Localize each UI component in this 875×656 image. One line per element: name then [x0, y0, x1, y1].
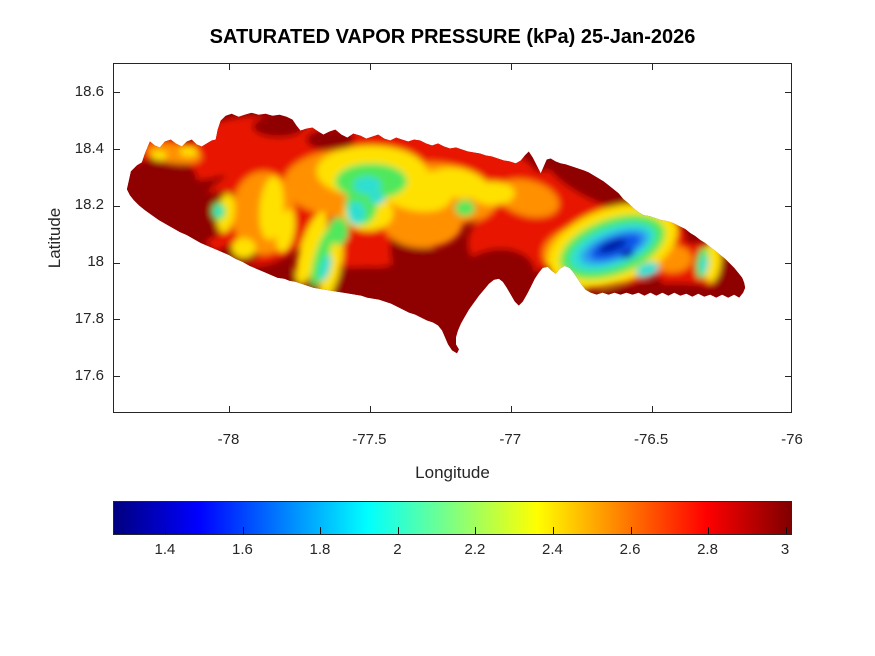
x-axis-label: Longitude [415, 463, 490, 482]
contour-blob-cyan [319, 254, 332, 282]
y-tick-mark [114, 92, 120, 94]
colorbar-tick-mark [242, 527, 244, 534]
x-tick-label: -78 [217, 431, 240, 448]
y-tick-mark [114, 319, 120, 321]
contour-blob-cyan [214, 206, 223, 217]
contour-blob-yellow [295, 211, 328, 285]
colorbar-tick-label: 1.4 [154, 541, 176, 558]
contour-blob-yellow [231, 238, 256, 258]
x-tick-mark-top [651, 64, 653, 70]
contour-blob-darkred [252, 115, 305, 138]
x-tick-label: -76.5 [634, 431, 669, 448]
x-tick-label: -77.5 [352, 431, 387, 448]
y-tick-label: 18 [87, 253, 104, 271]
y-tick-label: 17.8 [74, 309, 104, 327]
contour-blob-yellow [319, 237, 343, 300]
contour-blob-green [310, 229, 333, 287]
y-tick-mark-right [785, 319, 791, 321]
island-contour-fill [126, 112, 746, 354]
contour-blob-green [454, 200, 475, 217]
colorbar-tick-label: 2.6 [619, 541, 641, 558]
y-tick-mark-right [785, 376, 791, 378]
colorbar-tick-mark [630, 527, 632, 534]
contour-blob-cyan [369, 192, 386, 205]
x-tick-mark [369, 406, 371, 412]
contour-blob-yellow [150, 150, 167, 161]
colorbar-tick-label: 2.4 [542, 541, 563, 558]
x-tick-mark-top [369, 64, 371, 70]
contour-blob-darkblue [598, 238, 627, 254]
colorbar-tick-label: 2.2 [464, 541, 486, 558]
plot-area [113, 63, 792, 413]
colorbar-tick-mark [708, 527, 709, 534]
contour-blob-darkred [456, 248, 536, 306]
y-tick-mark-right [785, 149, 791, 151]
colorbar-tick-label: 2.8 [697, 541, 718, 558]
contour-blob-green [328, 217, 349, 245]
y-tick-mark [114, 205, 120, 207]
x-tick-mark [792, 406, 793, 412]
contour-blob-darkred [547, 160, 634, 211]
y-tick-mark [114, 262, 120, 264]
contour-blob-darkblue [620, 249, 635, 259]
x-tick-mark [651, 406, 653, 412]
contour-blob-cyan [635, 262, 659, 278]
contour-blob-cyan [347, 201, 366, 226]
contour-blob-darkred [527, 277, 588, 304]
contour-blob-darkred [306, 128, 355, 151]
x-tick-mark-top [510, 64, 512, 70]
colorbar-tick-label: 1.8 [309, 541, 331, 558]
x-tick-mark-top [229, 64, 230, 70]
y-tick-mark [114, 149, 120, 151]
colorbar-tick-mark [397, 527, 399, 534]
y-tick-mark-right [785, 92, 791, 94]
contour-blob-orange [383, 198, 463, 248]
colorbar-tick-mark [552, 527, 554, 534]
colorbar-tick-mark [475, 527, 477, 534]
plot-title: SATURATED VAPOR PRESSURE (kPa) 25-Jan-20… [209, 26, 696, 48]
contour-blobs [126, 115, 746, 327]
jamaica-contour-map [126, 112, 746, 354]
colorbar-tick-label: 2 [393, 541, 402, 558]
colorbar-tick-mark [785, 527, 787, 534]
y-tick-mark-right [785, 262, 791, 264]
x-tick-mark [229, 406, 230, 412]
colorbar-tick-label: 1.6 [232, 541, 253, 558]
x-tick-label: -76 [781, 431, 803, 448]
colorbar-tick-mark [165, 527, 167, 534]
contour-blob-yellow [470, 181, 515, 206]
y-tick-mark [114, 376, 120, 378]
colorbar-tick-label: 3 [780, 541, 790, 558]
y-tick-label: 17.6 [74, 366, 104, 384]
colorbar-tick-mark [320, 527, 322, 534]
contour-blob-yellow [179, 146, 198, 157]
colorbar [113, 501, 792, 535]
contour-blob-cyan [700, 254, 709, 275]
contour-blob-yellow [275, 209, 296, 253]
x-tick-mark [510, 406, 512, 412]
contour-blob-cyan [353, 176, 382, 195]
x-tick-mark-top [792, 64, 793, 70]
y-tick-mark-right [785, 205, 791, 207]
x-tick-label: -77 [499, 431, 522, 448]
y-tick-label: 18.2 [74, 196, 104, 214]
y-tick-label: 18.6 [74, 82, 104, 100]
contour-blob-yellow [259, 176, 284, 240]
y-tick-label: 18.4 [74, 139, 104, 157]
